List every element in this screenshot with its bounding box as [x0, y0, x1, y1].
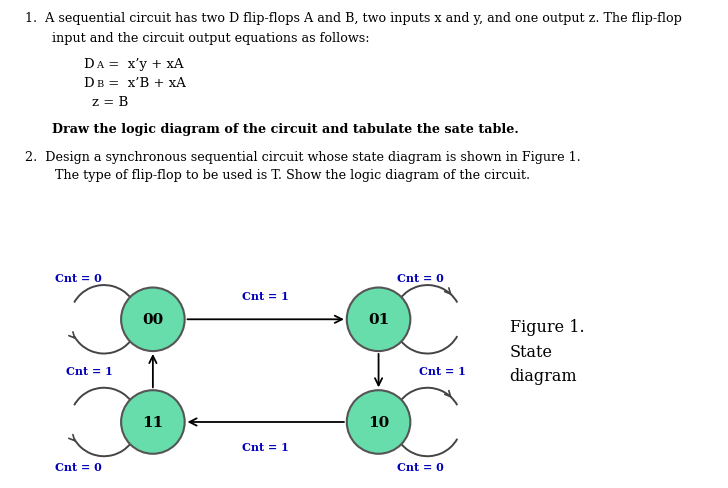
Text: Cnt = 1: Cnt = 1	[419, 366, 465, 376]
FancyArrowPatch shape	[375, 354, 382, 386]
FancyArrowPatch shape	[187, 316, 342, 323]
Text: The type of flip-flop to be used is T. Show the logic diagram of the circuit.: The type of flip-flop to be used is T. S…	[55, 168, 530, 182]
Ellipse shape	[347, 390, 411, 454]
Text: B: B	[96, 80, 103, 88]
Text: Draw the logic diagram of the circuit and tabulate the sate table.: Draw the logic diagram of the circuit an…	[52, 123, 519, 136]
Text: 00: 00	[142, 313, 164, 326]
Text: 10: 10	[368, 415, 389, 429]
Ellipse shape	[347, 288, 411, 351]
FancyArrowPatch shape	[189, 419, 344, 426]
Text: Figure 1.
State
diagram: Figure 1. State diagram	[510, 318, 585, 385]
Text: 1.  A sequential circuit has two D flip-flops A and B, two inputs x and y, and o: 1. A sequential circuit has two D flip-f…	[25, 12, 682, 25]
Text: 11: 11	[142, 415, 164, 429]
Text: 01: 01	[368, 313, 389, 326]
Text: D: D	[84, 58, 95, 71]
Text: Cnt = 0: Cnt = 0	[55, 272, 101, 283]
Text: A: A	[96, 61, 103, 69]
Text: Cnt = 0: Cnt = 0	[55, 461, 101, 472]
FancyArrowPatch shape	[149, 356, 157, 387]
Text: Cnt = 0: Cnt = 0	[397, 272, 443, 283]
Text: Cnt = 1: Cnt = 1	[242, 290, 289, 301]
Text: Cnt = 0: Cnt = 0	[397, 461, 443, 472]
Ellipse shape	[121, 390, 185, 454]
Text: Cnt = 1: Cnt = 1	[242, 441, 289, 451]
Text: z = B: z = B	[92, 96, 129, 109]
Text: input and the circuit output equations as follows:: input and the circuit output equations a…	[52, 32, 370, 45]
Text: =  x’B + xA: = x’B + xA	[104, 77, 186, 90]
Text: 2.  Design a synchronous sequential circuit whose state diagram is shown in Figu: 2. Design a synchronous sequential circu…	[25, 150, 581, 163]
Text: Cnt = 1: Cnt = 1	[66, 366, 113, 376]
Ellipse shape	[121, 288, 185, 351]
Text: =  x’y + xA: = x’y + xA	[104, 58, 183, 71]
Text: D: D	[84, 77, 95, 90]
